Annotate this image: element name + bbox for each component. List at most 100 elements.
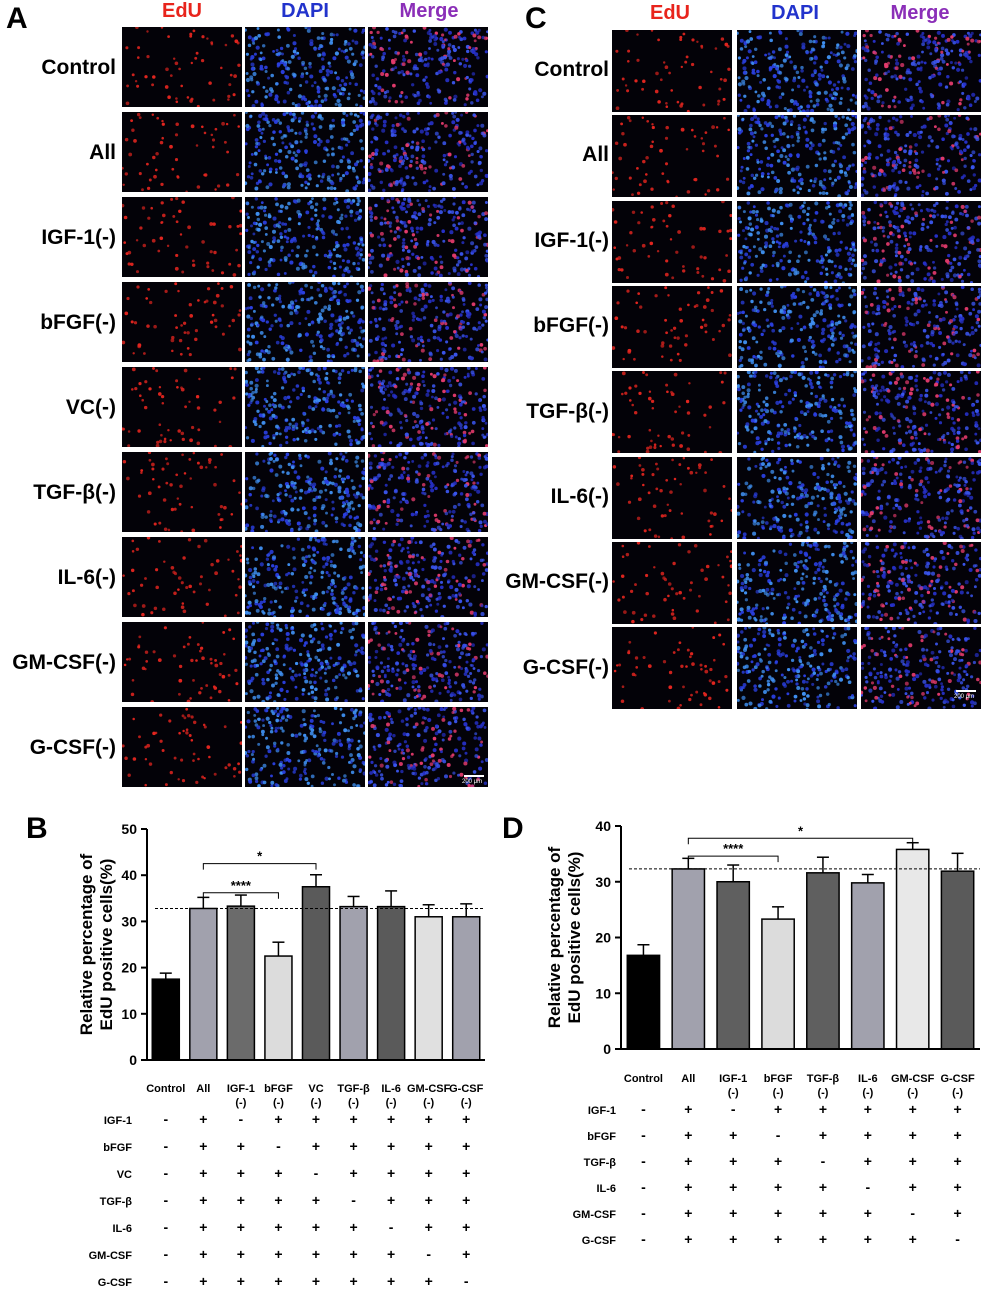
condition-mark: +: [462, 1165, 470, 1181]
condition-mark: +: [349, 1273, 357, 1289]
cell-nuclei-image: [245, 282, 365, 362]
bar-3: [761, 918, 795, 1050]
panel-d-bar-chart: 0 10 20 30 40 Relative percentage of EdU posit…: [545, 818, 980, 1247]
condition-mark: +: [684, 1153, 692, 1169]
condition-factor-label: TGF-β: [584, 1157, 617, 1169]
significance-label-1: ****: [231, 878, 252, 893]
y-axis-title: Relative percentage of: [545, 846, 564, 1028]
condition-mark: +: [199, 1165, 207, 1181]
condition-mark: +: [387, 1273, 395, 1289]
significance-label-0: *: [798, 823, 804, 838]
condition-mark: -: [163, 1192, 168, 1208]
condition-mark: +: [684, 1179, 692, 1195]
condition-mark: -: [276, 1138, 281, 1154]
category-label-5: TGF-β: [337, 1083, 370, 1095]
category-label-3: bFGF: [764, 1073, 793, 1085]
cell-nuclei-image: [736, 371, 857, 454]
condition-mark: +: [425, 1138, 433, 1154]
panel-letter-c: C: [525, 2, 547, 35]
y-tick-label: 30: [595, 874, 611, 890]
condition-mark: -: [163, 1246, 168, 1262]
cell-nuclei-image: [612, 371, 727, 454]
condition-mark: -: [776, 1127, 781, 1143]
condition-mark: +: [864, 1205, 872, 1221]
cell-nuclei-image: [368, 27, 488, 107]
cell-nuclei-image: [368, 622, 488, 702]
panel-a-micrograph-merge: [368, 452, 488, 532]
condition-mark: +: [462, 1111, 470, 1127]
condition-mark: +: [909, 1153, 917, 1169]
panel-c-micrograph-dapi: [736, 371, 857, 454]
condition-mark: +: [774, 1231, 782, 1247]
category-label-6: (-): [907, 1087, 918, 1099]
condition-mark: +: [909, 1101, 917, 1117]
y-axis-title: Relative percentage of: [77, 853, 96, 1035]
panel-c-header-edu: EdU: [650, 2, 690, 24]
significance-label-0: *: [257, 849, 263, 864]
condition-mark: +: [349, 1138, 357, 1154]
panel-c-scale-bar: [956, 690, 976, 692]
cell-nuclei-image: [368, 112, 488, 192]
condition-mark: +: [274, 1219, 282, 1235]
panel-c-row-label: G-CSF(-): [522, 656, 609, 679]
cell-nuclei-image: [122, 197, 242, 277]
condition-mark: +: [425, 1111, 433, 1127]
category-label-5: IL-6: [858, 1073, 878, 1085]
condition-mark: +: [312, 1192, 320, 1208]
panel-a-header-merge: Merge: [399, 0, 459, 22]
bar-7: [940, 870, 975, 1050]
panel-a-row-label: IL-6(-): [57, 566, 116, 589]
panel-c-micrograph-edu: [612, 627, 732, 710]
cell-nuclei-image: [861, 115, 981, 198]
panel-c-micrograph-edu: [612, 285, 732, 368]
condition-mark: +: [462, 1192, 470, 1208]
category-label-4: (-): [311, 1097, 322, 1109]
panel-a-micrograph-edu: [122, 622, 242, 702]
category-label-3: (-): [273, 1097, 284, 1109]
panel-c-micrograph-edu: [612, 30, 732, 112]
condition-mark: +: [462, 1219, 470, 1235]
panel-c-scale-bar-label: 200 μm: [954, 694, 975, 700]
condition-mark: +: [462, 1246, 470, 1262]
category-label-6: IL-6: [381, 1083, 401, 1095]
panel-c-micrograph-edu: [612, 456, 732, 539]
condition-mark: +: [909, 1231, 917, 1247]
cell-nuclei-image: [612, 116, 730, 198]
significance-bracket-1: [202, 892, 279, 899]
condition-mark: +: [462, 1138, 470, 1154]
y-tick-label: 10: [595, 985, 611, 1001]
condition-mark: +: [387, 1165, 395, 1181]
cell-nuclei-image: [245, 112, 365, 192]
panel-c-micrograph-edu: [612, 200, 732, 283]
condition-mark: +: [237, 1246, 245, 1262]
condition-mark: +: [349, 1219, 357, 1235]
condition-factor-label: GM-CSF: [573, 1209, 617, 1221]
cell-nuclei-image: [245, 367, 365, 447]
panel-c-row-label: Control: [534, 58, 609, 81]
bar-8: [451, 916, 481, 1061]
cell-nuclei-image: [123, 622, 239, 702]
cell-nuclei-image: [368, 452, 488, 532]
category-label-8: (-): [461, 1097, 472, 1109]
cell-nuclei-image: [122, 537, 242, 617]
condition-mark: +: [774, 1205, 782, 1221]
cell-nuclei-image: [861, 541, 981, 624]
condition-factor-label: IGF-1: [588, 1105, 616, 1117]
condition-mark: +: [864, 1101, 872, 1117]
bar-1: [189, 907, 218, 1061]
panel-c-row-label: bFGF(-): [533, 314, 609, 337]
panel-a-micrograph-dapi: [245, 282, 365, 362]
condition-mark: -: [163, 1219, 168, 1235]
condition-mark: +: [819, 1127, 827, 1143]
cell-nuclei-image: [368, 197, 488, 277]
panel-c-micrograph-dapi: [736, 285, 857, 368]
cell-nuclei-image: [736, 456, 857, 539]
panel-c-micrograph-dapi: [736, 456, 857, 539]
condition-mark: +: [425, 1219, 433, 1235]
panel-a-micrograph-merge: [368, 27, 488, 107]
condition-mark: -: [821, 1153, 826, 1169]
condition-mark: +: [274, 1165, 282, 1181]
panel-c-micrograph-edu: [612, 115, 732, 198]
bar-7: [414, 916, 443, 1061]
condition-mark: +: [953, 1101, 961, 1117]
